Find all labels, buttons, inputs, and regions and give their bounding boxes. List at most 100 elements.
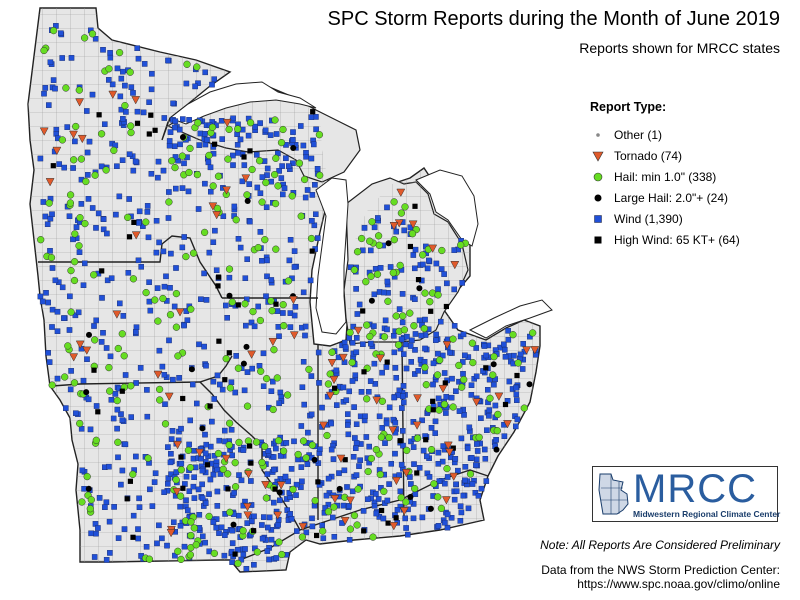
wind-marker: [257, 229, 264, 235]
tornado-marker: [408, 220, 418, 229]
wind-marker: [268, 277, 275, 283]
hail-marker: [377, 433, 386, 441]
wind-marker: [52, 85, 58, 92]
hail-marker: [274, 436, 283, 445]
wind-marker: [283, 440, 290, 446]
hail-marker: [258, 458, 266, 467]
wind-marker: [433, 260, 440, 267]
hail-marker: [255, 157, 264, 165]
hail-marker: [326, 370, 334, 378]
wind-marker: [165, 57, 171, 64]
wind-marker: [340, 384, 347, 391]
wind-marker: [400, 442, 406, 449]
wind-marker: [340, 502, 347, 509]
wind-marker: [268, 388, 275, 395]
hail-marker: [78, 498, 86, 506]
wind-marker: [255, 303, 262, 310]
wind-marker: [135, 535, 141, 542]
wind-marker: [81, 260, 88, 267]
lake-superior: [168, 81, 317, 125]
wind-marker: [249, 365, 256, 372]
wind-marker: [167, 285, 173, 291]
hail-marker: [91, 171, 99, 179]
wind-marker: [435, 523, 442, 529]
wind-marker: [168, 436, 175, 442]
wind-marker: [176, 375, 182, 381]
hail-marker: [283, 391, 292, 399]
tornado-reports: [39, 90, 540, 538]
hail-marker: [232, 216, 240, 224]
wind-marker: [117, 93, 124, 100]
wind-marker: [144, 209, 151, 215]
wind-marker: [193, 400, 200, 407]
high-wind-marker: [235, 302, 241, 308]
wind-marker: [201, 270, 207, 277]
wind-marker: [144, 387, 150, 393]
wind-marker: [246, 181, 253, 187]
wind-marker: [176, 126, 183, 133]
tornado-marker: [69, 353, 79, 362]
tornado-marker: [273, 511, 283, 520]
hail-marker: [373, 270, 382, 278]
wind-marker: [371, 503, 378, 509]
hail-marker: [411, 484, 419, 493]
wind-marker: [161, 115, 168, 121]
tornado-marker: [77, 134, 87, 144]
wind-marker: [103, 557, 110, 563]
wind-marker: [68, 55, 75, 61]
wind-marker: [144, 413, 151, 420]
hail-marker: [182, 252, 190, 261]
wind-marker: [424, 453, 430, 460]
high-wind-marker: [251, 528, 257, 534]
wind-marker: [235, 512, 242, 519]
wind-marker: [122, 82, 128, 89]
wind-marker: [346, 537, 353, 543]
hail-marker: [288, 192, 296, 200]
wind-marker: [443, 394, 450, 400]
wind-marker: [84, 172, 91, 178]
wind-marker: [451, 323, 458, 329]
large-hail-marker: [416, 285, 423, 292]
wind-marker: [265, 448, 271, 454]
legend-label: Tornado (74): [614, 148, 683, 163]
wind-marker: [286, 257, 293, 264]
wind-marker: [368, 340, 374, 347]
large-hail-marker: [83, 389, 90, 396]
wind-marker: [43, 290, 49, 296]
hail-marker: [244, 437, 253, 445]
wind-marker: [155, 174, 161, 181]
wind-marker: [202, 69, 209, 76]
wind-marker: [238, 477, 245, 484]
wind-marker: [283, 155, 289, 162]
large-hail-marker: [199, 425, 206, 432]
wind-marker: [305, 429, 311, 436]
wind-marker: [426, 257, 432, 264]
wind-marker: [309, 515, 315, 522]
wind-marker: [442, 480, 448, 487]
wind-marker: [442, 519, 448, 526]
wind-marker: [384, 326, 390, 333]
legend-item-large-hail: Large Hail: 2.0"+ (24): [590, 187, 740, 208]
wind-marker: [386, 404, 393, 411]
hail-marker: [67, 308, 75, 316]
hail-marker: [455, 361, 463, 370]
tornado-marker: [45, 178, 55, 187]
hail-marker: [127, 122, 135, 130]
wind-marker: [49, 265, 56, 271]
wind-marker: [484, 427, 490, 434]
wind-marker: [308, 114, 315, 120]
wind-marker: [202, 141, 209, 148]
wind-marker: [146, 99, 152, 105]
wind-marker: [287, 324, 294, 330]
wind-marker: [177, 503, 183, 510]
hail-marker: [86, 505, 94, 513]
wind-marker: [400, 393, 406, 400]
wind-marker: [360, 508, 367, 514]
wind-marker: [45, 350, 51, 356]
wind-marker: [145, 234, 152, 241]
hail-marker: [172, 476, 180, 484]
wind-marker: [37, 293, 44, 300]
wind-marker: [259, 258, 265, 264]
wind-marker: [346, 503, 352, 509]
hail-marker: [298, 533, 307, 541]
